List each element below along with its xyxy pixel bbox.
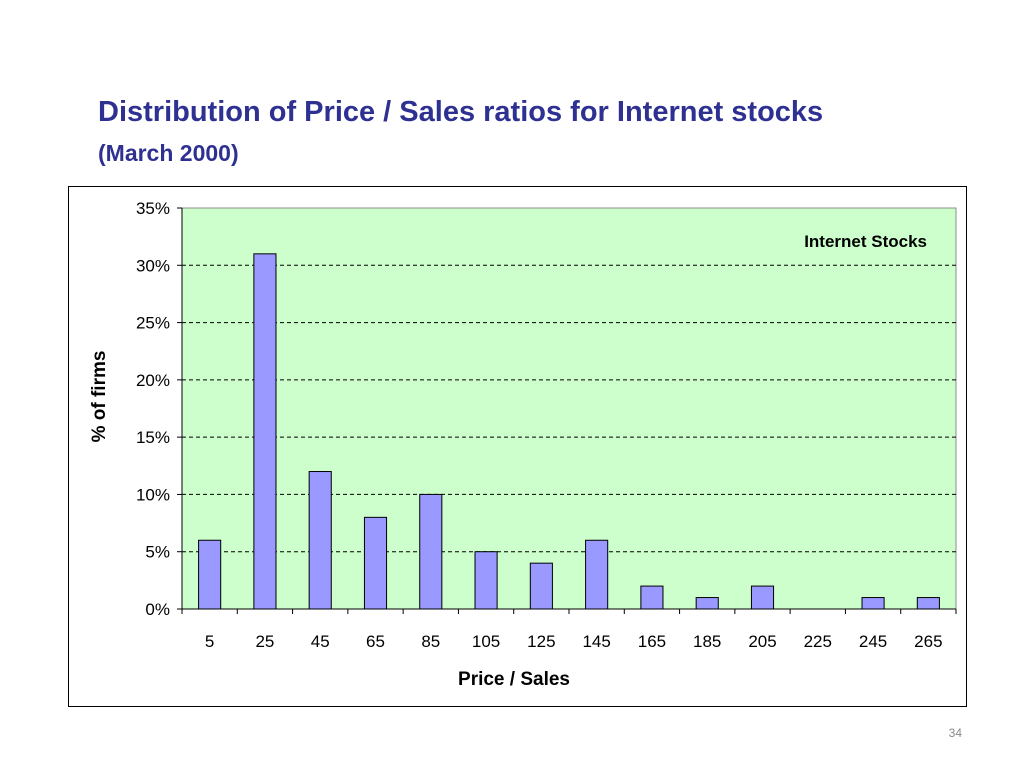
x-tick-label: 145 (582, 632, 610, 651)
bar-145 (585, 539, 609, 610)
y-tick-label: 15% (136, 428, 170, 447)
slide-title: Distribution of Price / Sales ratios for… (98, 96, 824, 128)
y-tick-labels: 0% 5% 10% 15% 20% 25% 30% 35% (136, 199, 170, 619)
page-number: 34 (948, 726, 962, 740)
x-tick-label: 5 (205, 632, 214, 651)
bar-105 (474, 551, 498, 610)
bar-25 (253, 253, 277, 610)
x-tick-label: 65 (366, 632, 385, 651)
x-tick-label: 205 (748, 632, 776, 651)
bar-85 (419, 493, 443, 610)
bar-185 (695, 597, 719, 610)
y-tick-label: 10% (136, 485, 170, 504)
bar-5 (198, 539, 222, 610)
x-tick-label: 245 (859, 632, 887, 651)
x-tick-label: 185 (693, 632, 721, 651)
y-tick-label: 5% (145, 543, 170, 562)
y-axis-label: % of firms (89, 351, 110, 443)
plot-area (181, 207, 957, 610)
bars (198, 253, 940, 610)
y-tick-label: 25% (136, 314, 170, 333)
x-tick-label: 225 (804, 632, 832, 651)
bar-205 (750, 585, 775, 610)
bar-245 (861, 597, 885, 610)
chart-annotation-label: Internet Stocks (804, 232, 927, 251)
x-tick-label: 45 (311, 632, 330, 651)
chart-frame: 0% 5% 10% 15% 20% 25% 30% 35% 5 25 45 65 85 105 125 14… (68, 186, 967, 707)
x-tick-label: 25 (255, 632, 274, 651)
x-tick-label: 165 (638, 632, 666, 651)
bar-45 (308, 471, 332, 610)
y-tick-label: 30% (136, 256, 170, 275)
y-tick-label: 35% (136, 199, 170, 218)
x-tick-label: 105 (472, 632, 500, 651)
bar-65 (363, 516, 388, 610)
x-tick-label: 265 (914, 632, 942, 651)
x-tick-labels: 5 25 45 65 85 105 125 145 165 185 205 225 245 265 (205, 632, 943, 651)
bar-265 (916, 597, 940, 610)
axes (177, 207, 957, 614)
x-tick-label: 125 (527, 632, 555, 651)
bar-125 (529, 562, 553, 610)
bar-165 (640, 585, 664, 610)
slide-subtitle: (March 2000) (98, 140, 239, 166)
bar-chart: 0% 5% 10% 15% 20% 25% 30% 35% 5 25 45 65 85 105 125 14… (89, 199, 957, 690)
x-tick-label: 85 (421, 632, 440, 651)
y-tick-label: 0% (145, 600, 170, 619)
x-axis-label: Price / Sales (458, 669, 570, 690)
y-tick-label: 20% (136, 371, 170, 390)
